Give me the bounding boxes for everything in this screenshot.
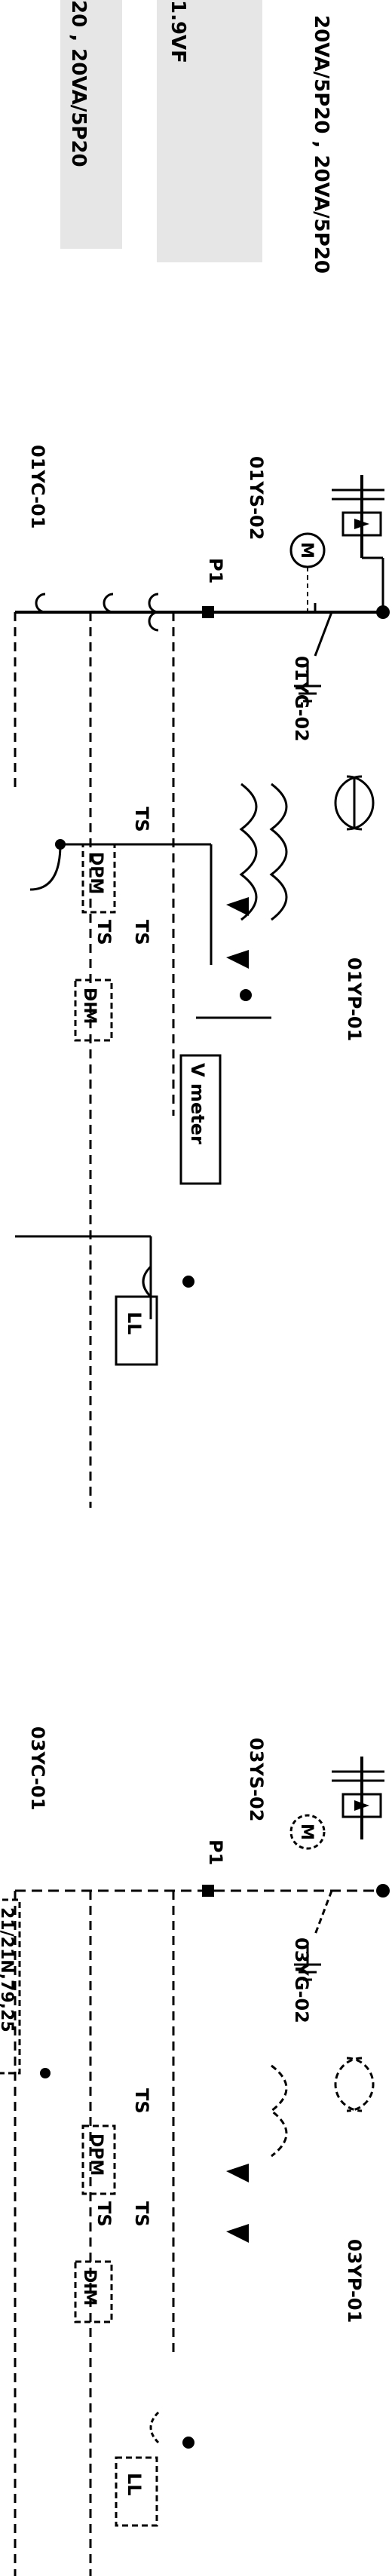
feeder2-dim: DIM (80, 2269, 99, 2305)
motor-label-2: M (297, 1824, 316, 1840)
breaker-switch (314, 611, 333, 657)
feeder1-vmeter: V meter (187, 1063, 208, 1144)
potential-transformer-icon (226, 775, 375, 969)
feeder1-ll: LL (124, 1312, 145, 1335)
surge-arrester-icon-2 (332, 1770, 384, 1818)
feeder1-p1: P1 (205, 558, 226, 584)
earth-icon-2 (294, 1942, 321, 1981)
p1-marker (202, 606, 214, 618)
feeder-2: M 03YS-02 03YC-01 03YG-02 P1 03YP-01 21/… (0, 1726, 390, 2576)
feeder2-yc: 03YC-01 (27, 1726, 48, 1810)
feeder2-ys: 03YS-02 (246, 1738, 267, 1821)
feeder2-yp: 03YP-01 (344, 2239, 365, 2323)
motor-icon-2 (289, 1814, 326, 1850)
header-cell-right (157, 0, 262, 262)
feeder2-ll: LL (124, 2473, 145, 2496)
feeder1-ts-2: TS (131, 920, 152, 945)
ct-coils (35, 593, 159, 632)
dpm-box (81, 843, 116, 914)
feeder1-yg: 01YG-02 (291, 656, 312, 742)
earth-icon (294, 663, 321, 703)
feeder1-yc: 01YC-01 (27, 445, 48, 528)
vmeter-box (179, 1054, 222, 1185)
header-rating: 20VA/5P20 , 20VA/5P20 (310, 15, 332, 274)
feeder2-ts-2: TS (131, 2201, 152, 2227)
feeder1-ts-1: TS (131, 807, 152, 832)
surge-arrester-icon (332, 489, 384, 558)
feeder2-relay: 21/21N,79,25 (0, 1907, 16, 2032)
relay-box (0, 1898, 21, 2075)
header-cell-left (60, 0, 122, 249)
feeder1-ts-3: TS (93, 920, 115, 945)
feeder2-ts-3: TS (93, 2201, 115, 2227)
header-cell-text: 1.9VF (167, 0, 189, 63)
feeder1-dpm: DPM (87, 852, 106, 894)
dim-box (74, 979, 113, 1042)
feeder2-p1: P1 (205, 1839, 226, 1865)
feeder-1: M 01YS-02 01YC-01 01YG-02 P1 (14, 445, 390, 1508)
feeder2-ts-1: TS (131, 2088, 152, 2114)
feeder1-yp: 01YP-01 (344, 957, 365, 1041)
motor-label: M (297, 542, 316, 559)
ll-box (115, 1295, 158, 1366)
feeder1-dim: DIM (80, 988, 99, 1024)
potential-transformer-icon-2 (226, 2057, 375, 2243)
header-rating-2: 20 , 20VA/5P20 (67, 0, 90, 167)
feeder1-ys: 01YS-02 (246, 456, 267, 540)
feeder2-dpm: DPM (87, 2133, 106, 2176)
